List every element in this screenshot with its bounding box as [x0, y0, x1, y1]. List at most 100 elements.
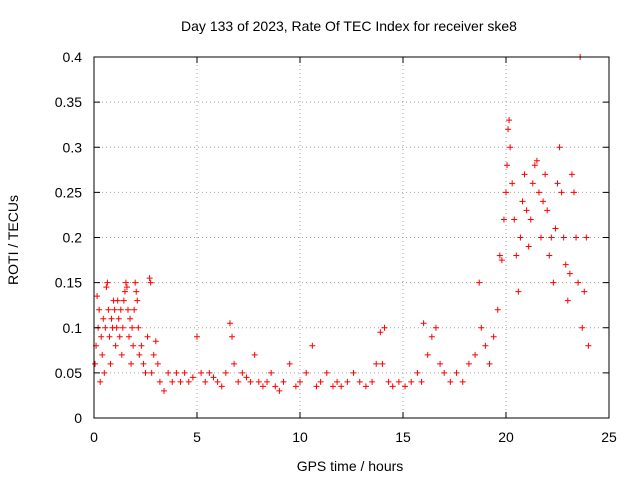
data-point [432, 324, 439, 331]
data-point [550, 279, 557, 286]
data-point [554, 180, 561, 187]
data-point [424, 351, 431, 358]
data-point [583, 234, 590, 241]
data-point [498, 257, 505, 264]
data-point [131, 306, 138, 313]
data-point [503, 189, 509, 196]
data-point [129, 324, 136, 331]
grid [94, 57, 609, 418]
data-point [441, 369, 448, 376]
data-point [428, 333, 435, 340]
data-point [373, 360, 380, 367]
data-point [108, 315, 115, 322]
data-point [329, 383, 336, 390]
data-point [130, 342, 137, 349]
data-point [185, 378, 192, 385]
data-point [323, 369, 330, 376]
data-point [482, 342, 489, 349]
data-point [529, 180, 536, 187]
data-point [544, 207, 551, 214]
data-point [152, 338, 159, 345]
data-point [122, 279, 129, 286]
data-point [117, 306, 124, 313]
y-tick-label: 0.4 [63, 49, 83, 65]
data-point [94, 293, 101, 300]
x-axis-label: GPS time / hours [297, 458, 404, 474]
data-point [123, 284, 130, 291]
data-point [437, 360, 444, 367]
data-point [379, 360, 386, 367]
x-tick-label: 0 [90, 429, 98, 445]
data-point [189, 374, 196, 381]
data-point [303, 369, 310, 376]
data-point [517, 234, 524, 241]
data-point [500, 216, 507, 223]
data-point [147, 279, 154, 286]
data-point [535, 189, 542, 196]
data-point [377, 329, 384, 336]
data-point [154, 360, 161, 367]
data-point [476, 279, 483, 286]
y-tick-label: 0 [74, 410, 82, 426]
data-point [243, 374, 250, 381]
data-point [226, 320, 233, 327]
data-point [161, 387, 168, 394]
data-point [135, 324, 142, 331]
data-point [566, 270, 573, 277]
data-point [362, 383, 369, 390]
data-point [575, 279, 582, 286]
data-point [513, 252, 520, 259]
data-point [96, 306, 103, 313]
data-point [101, 369, 108, 376]
data-point [128, 360, 135, 367]
x-tick-label: 10 [292, 429, 308, 445]
data-point [140, 360, 147, 367]
y-tick-label: 0.05 [55, 365, 82, 381]
y-tick-label: 0.25 [55, 184, 82, 200]
data-point [496, 252, 503, 259]
data-point [115, 315, 122, 322]
data-point [127, 315, 134, 322]
data-point [198, 369, 205, 376]
data-point [173, 369, 180, 376]
x-tick-label: 15 [395, 429, 411, 445]
data-point [97, 378, 104, 385]
data-point [144, 333, 151, 340]
data-point [148, 369, 155, 376]
data-point [99, 351, 106, 358]
data-point [538, 234, 545, 241]
data-point [113, 324, 120, 331]
x-tick-label: 20 [498, 429, 514, 445]
data-point [309, 342, 316, 349]
data-point [527, 216, 534, 223]
data-point [465, 360, 472, 367]
data-point [402, 383, 409, 390]
x-tick-label: 25 [601, 429, 617, 445]
data-point [490, 333, 497, 340]
data-point [251, 351, 258, 358]
data-point [134, 297, 141, 304]
data-point [112, 342, 119, 349]
data-point [552, 225, 559, 232]
data-point [523, 207, 530, 214]
data-point [206, 369, 213, 376]
data-point [369, 378, 376, 385]
data-point [511, 216, 518, 223]
data-point [268, 369, 275, 376]
data-point [338, 383, 345, 390]
data-point [202, 378, 209, 385]
data-point [272, 383, 279, 390]
y-tick-label: 0.1 [63, 320, 83, 336]
data-point [356, 378, 363, 385]
data-point [146, 275, 153, 282]
y-tick-label: 0.2 [63, 230, 83, 246]
data-point [385, 378, 392, 385]
data-point [210, 374, 217, 381]
data-point [194, 333, 200, 340]
data-point [317, 378, 324, 385]
y-axis-label: ROTI / TECUs [5, 195, 21, 285]
data-point [126, 333, 133, 340]
data-point [169, 378, 176, 385]
data-point [579, 324, 586, 331]
data-point [486, 360, 493, 367]
